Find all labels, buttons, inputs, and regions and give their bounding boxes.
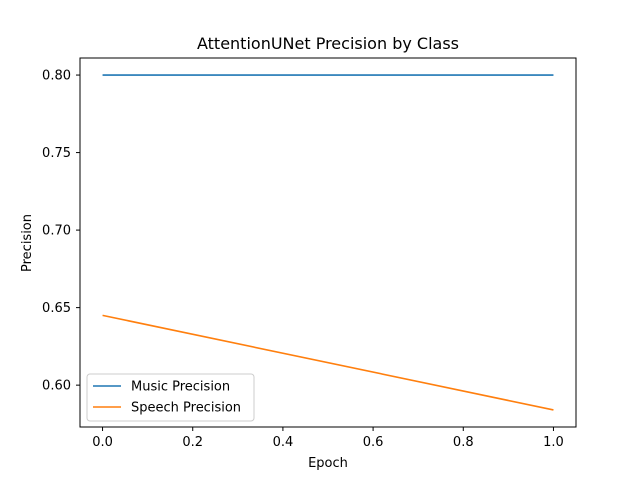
series-layer bbox=[102, 74, 554, 411]
x-tick-label: 0.8 bbox=[453, 435, 474, 450]
x-tick-label: 0.4 bbox=[273, 435, 294, 450]
y-tick-label: 0.65 bbox=[42, 301, 71, 316]
y-axis-label: Precision bbox=[20, 214, 35, 272]
x-tick-label: 0.2 bbox=[182, 435, 203, 450]
legend-label: Speech Precision bbox=[131, 401, 241, 416]
y-tick-label: 0.60 bbox=[42, 379, 71, 394]
chart-title: AttentionUNet Precision by Class bbox=[197, 34, 459, 53]
x-tick-label: 0.6 bbox=[363, 435, 384, 450]
x-tick-label: 0.0 bbox=[92, 435, 113, 450]
y-tick-label: 0.80 bbox=[42, 69, 71, 84]
x-tick-label: 1.0 bbox=[543, 435, 564, 450]
series-line-1 bbox=[102, 314, 554, 411]
legend: Music Precision Speech Precision bbox=[86, 373, 255, 422]
plot-frame bbox=[79, 57, 577, 428]
y-axis-ticks: 0.60 0.65 0.70 0.75 0.80 bbox=[42, 69, 80, 394]
x-axis-ticks: 0.0 0.2 0.4 0.6 0.8 1.0 bbox=[92, 427, 564, 450]
x-axis-label: Epoch bbox=[308, 456, 348, 471]
y-tick-label: 0.75 bbox=[42, 146, 71, 161]
legend-label: Music Precision bbox=[131, 380, 230, 395]
y-tick-label: 0.70 bbox=[42, 224, 71, 239]
legend-box bbox=[86, 373, 255, 422]
